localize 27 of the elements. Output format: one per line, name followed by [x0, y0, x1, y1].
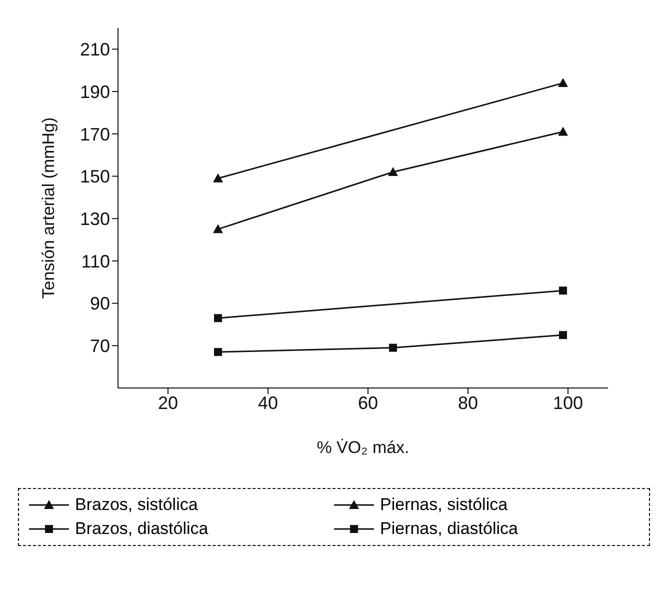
y-tick-label: 70 [90, 336, 110, 356]
y-tick-label: 190 [80, 82, 110, 102]
point [559, 286, 567, 295]
point [388, 167, 398, 176]
legend-label: Brazos, sistólica [75, 495, 198, 515]
x-tick-label: 100 [552, 392, 584, 413]
legend-label: Piernas, diastólica [380, 519, 518, 539]
x-tick-label: 20 [158, 392, 178, 413]
point [213, 224, 223, 234]
x-tick-label: 60 [358, 392, 378, 413]
y-tick-label: 130 [80, 208, 110, 229]
x-tick-label: 40 [258, 392, 278, 413]
x-axis-title: % V̇O₂ máx. [316, 438, 410, 457]
point [389, 344, 397, 352]
y-tick-label: 90 [90, 294, 110, 314]
y-axis-title: Tensión arterial (mmHg) [39, 117, 58, 299]
point [559, 331, 567, 340]
y-tick-label: 170 [80, 124, 110, 144]
point [214, 348, 222, 356]
legend-label: Brazos, diastólica [75, 519, 208, 539]
point [558, 126, 568, 136]
y-tick-label: 110 [81, 251, 110, 272]
y-tick-label: 150 [80, 166, 110, 187]
y-tick-label: 210 [80, 40, 110, 60]
x-tick-label: 80 [458, 392, 478, 413]
point [214, 314, 222, 322]
legend-label: Piernas, sistólica [380, 495, 508, 515]
